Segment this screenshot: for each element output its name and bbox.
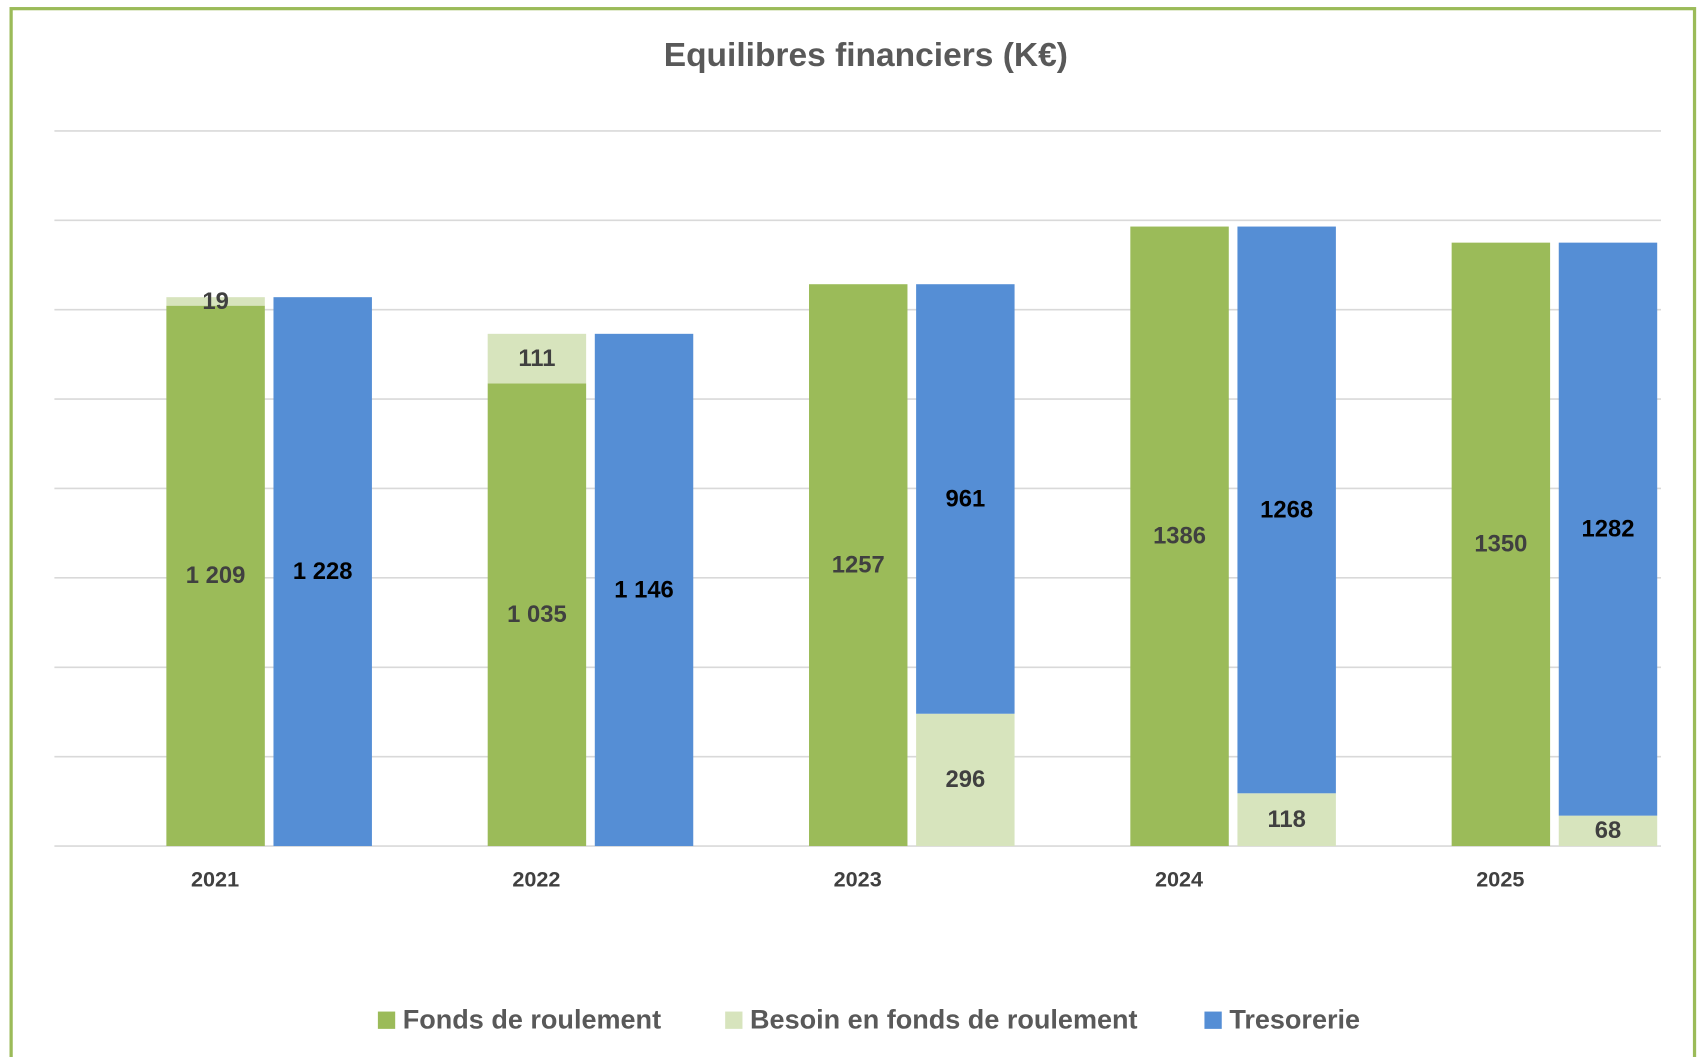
data-label: 296 (945, 766, 985, 793)
data-label: 1268 (1260, 496, 1313, 523)
bar-segment (594, 333, 694, 847)
legend-swatch (1204, 1011, 1222, 1029)
chart-title: Equilibres financiers (K€) (664, 37, 1068, 74)
bar-segment (809, 284, 908, 847)
bar-segment (916, 284, 1015, 714)
data-label: 1 228 (293, 558, 353, 585)
bar-segment (1558, 815, 1658, 847)
legend-label: Fonds de roulement (403, 1004, 661, 1034)
bar-segment (1237, 226, 1336, 794)
data-label: 1 146 (614, 576, 674, 603)
bar-segment (166, 305, 265, 847)
data-label: 1257 (832, 551, 885, 578)
bar-segment (273, 297, 372, 847)
x-tick-label: 2021 (191, 866, 239, 891)
x-tick-label: 2024 (1155, 866, 1203, 891)
legend-swatch (377, 1011, 396, 1029)
bar-segment (487, 383, 587, 847)
bar-segment (487, 333, 587, 384)
bar-segment (1130, 226, 1229, 847)
data-label: 1 035 (507, 601, 567, 628)
data-label: 1350 (1474, 531, 1527, 558)
x-tick-label: 2022 (512, 866, 560, 891)
data-label: 1 209 (186, 562, 246, 589)
data-label: 68 (1595, 817, 1621, 844)
bar-segment (1237, 793, 1336, 847)
bar-segment (166, 297, 265, 306)
x-tick-label: 2025 (1476, 866, 1524, 891)
legend-label: Besoin en fonds de roulement (750, 1004, 1138, 1034)
bar-segment (1451, 242, 1551, 847)
bar-segment (916, 713, 1015, 847)
x-tick-label: 2023 (834, 866, 882, 891)
data-label: 118 (1267, 806, 1305, 833)
data-label: 19 (202, 288, 228, 315)
data-label: 111 (518, 345, 555, 372)
data-label: 1386 (1153, 523, 1206, 550)
data-label: 1282 (1582, 516, 1635, 543)
data-label: 961 (945, 485, 985, 512)
legend-swatch (725, 1011, 743, 1029)
legend-label: Tresorerie (1229, 1004, 1360, 1034)
bar-segment (1558, 242, 1658, 816)
